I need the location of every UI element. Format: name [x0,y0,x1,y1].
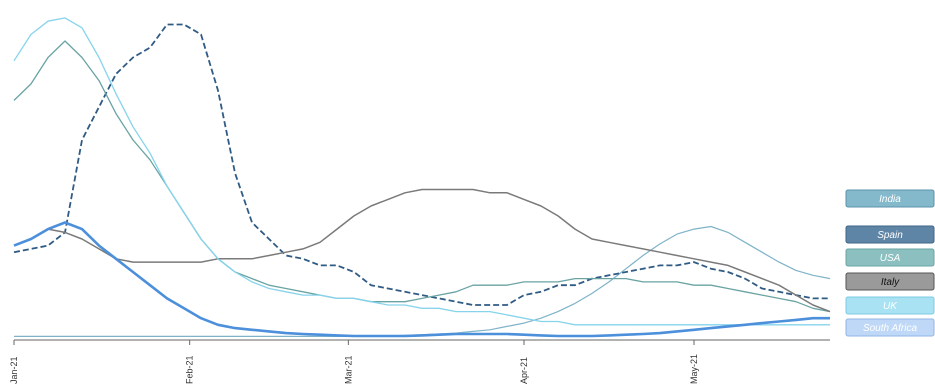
legend-item-south-africa: South Africa [845,318,935,337]
series-line-italy [13,188,831,313]
legend-item-usa: USA [845,248,935,267]
legend-swatch [845,225,935,244]
legend-swatch [845,296,935,315]
legend-label: Italy [881,277,900,288]
legend-label: India [879,194,901,205]
legend: India Spain USA Italy UK South Africa [845,189,935,337]
legend-item-india: India [845,189,935,208]
series-line-usa [13,40,831,313]
legend-swatch [845,189,935,208]
legend-label: South Africa [863,323,918,334]
legend-swatch [845,248,935,267]
series-line-spain [13,23,830,306]
x-tick-label: May-21 [689,354,699,384]
series-line-india [14,225,831,337]
legend-label: USA [880,253,901,264]
legend-swatch [845,318,935,337]
legend-swatch [845,272,935,291]
series-line-south-africa [13,221,830,338]
legend-label: UK [883,301,898,312]
legend-item-uk: UK [845,296,935,315]
legend-label: Spain [877,230,903,241]
x-tick-label: Feb-21 [185,355,195,384]
legend-item-spain: Spain [845,225,935,244]
x-tick-label: Mar-21 [343,355,353,384]
x-tick-label: Jan-21 [9,356,19,384]
x-axis-ticks: Jan-21 Feb-21 Mar-21 Apr-21 May-21 [9,340,699,384]
x-tick-label: Apr-21 [519,357,529,384]
series-layer [13,17,831,338]
legend-item-italy: Italy [845,272,935,291]
series-line-uk [13,17,830,326]
